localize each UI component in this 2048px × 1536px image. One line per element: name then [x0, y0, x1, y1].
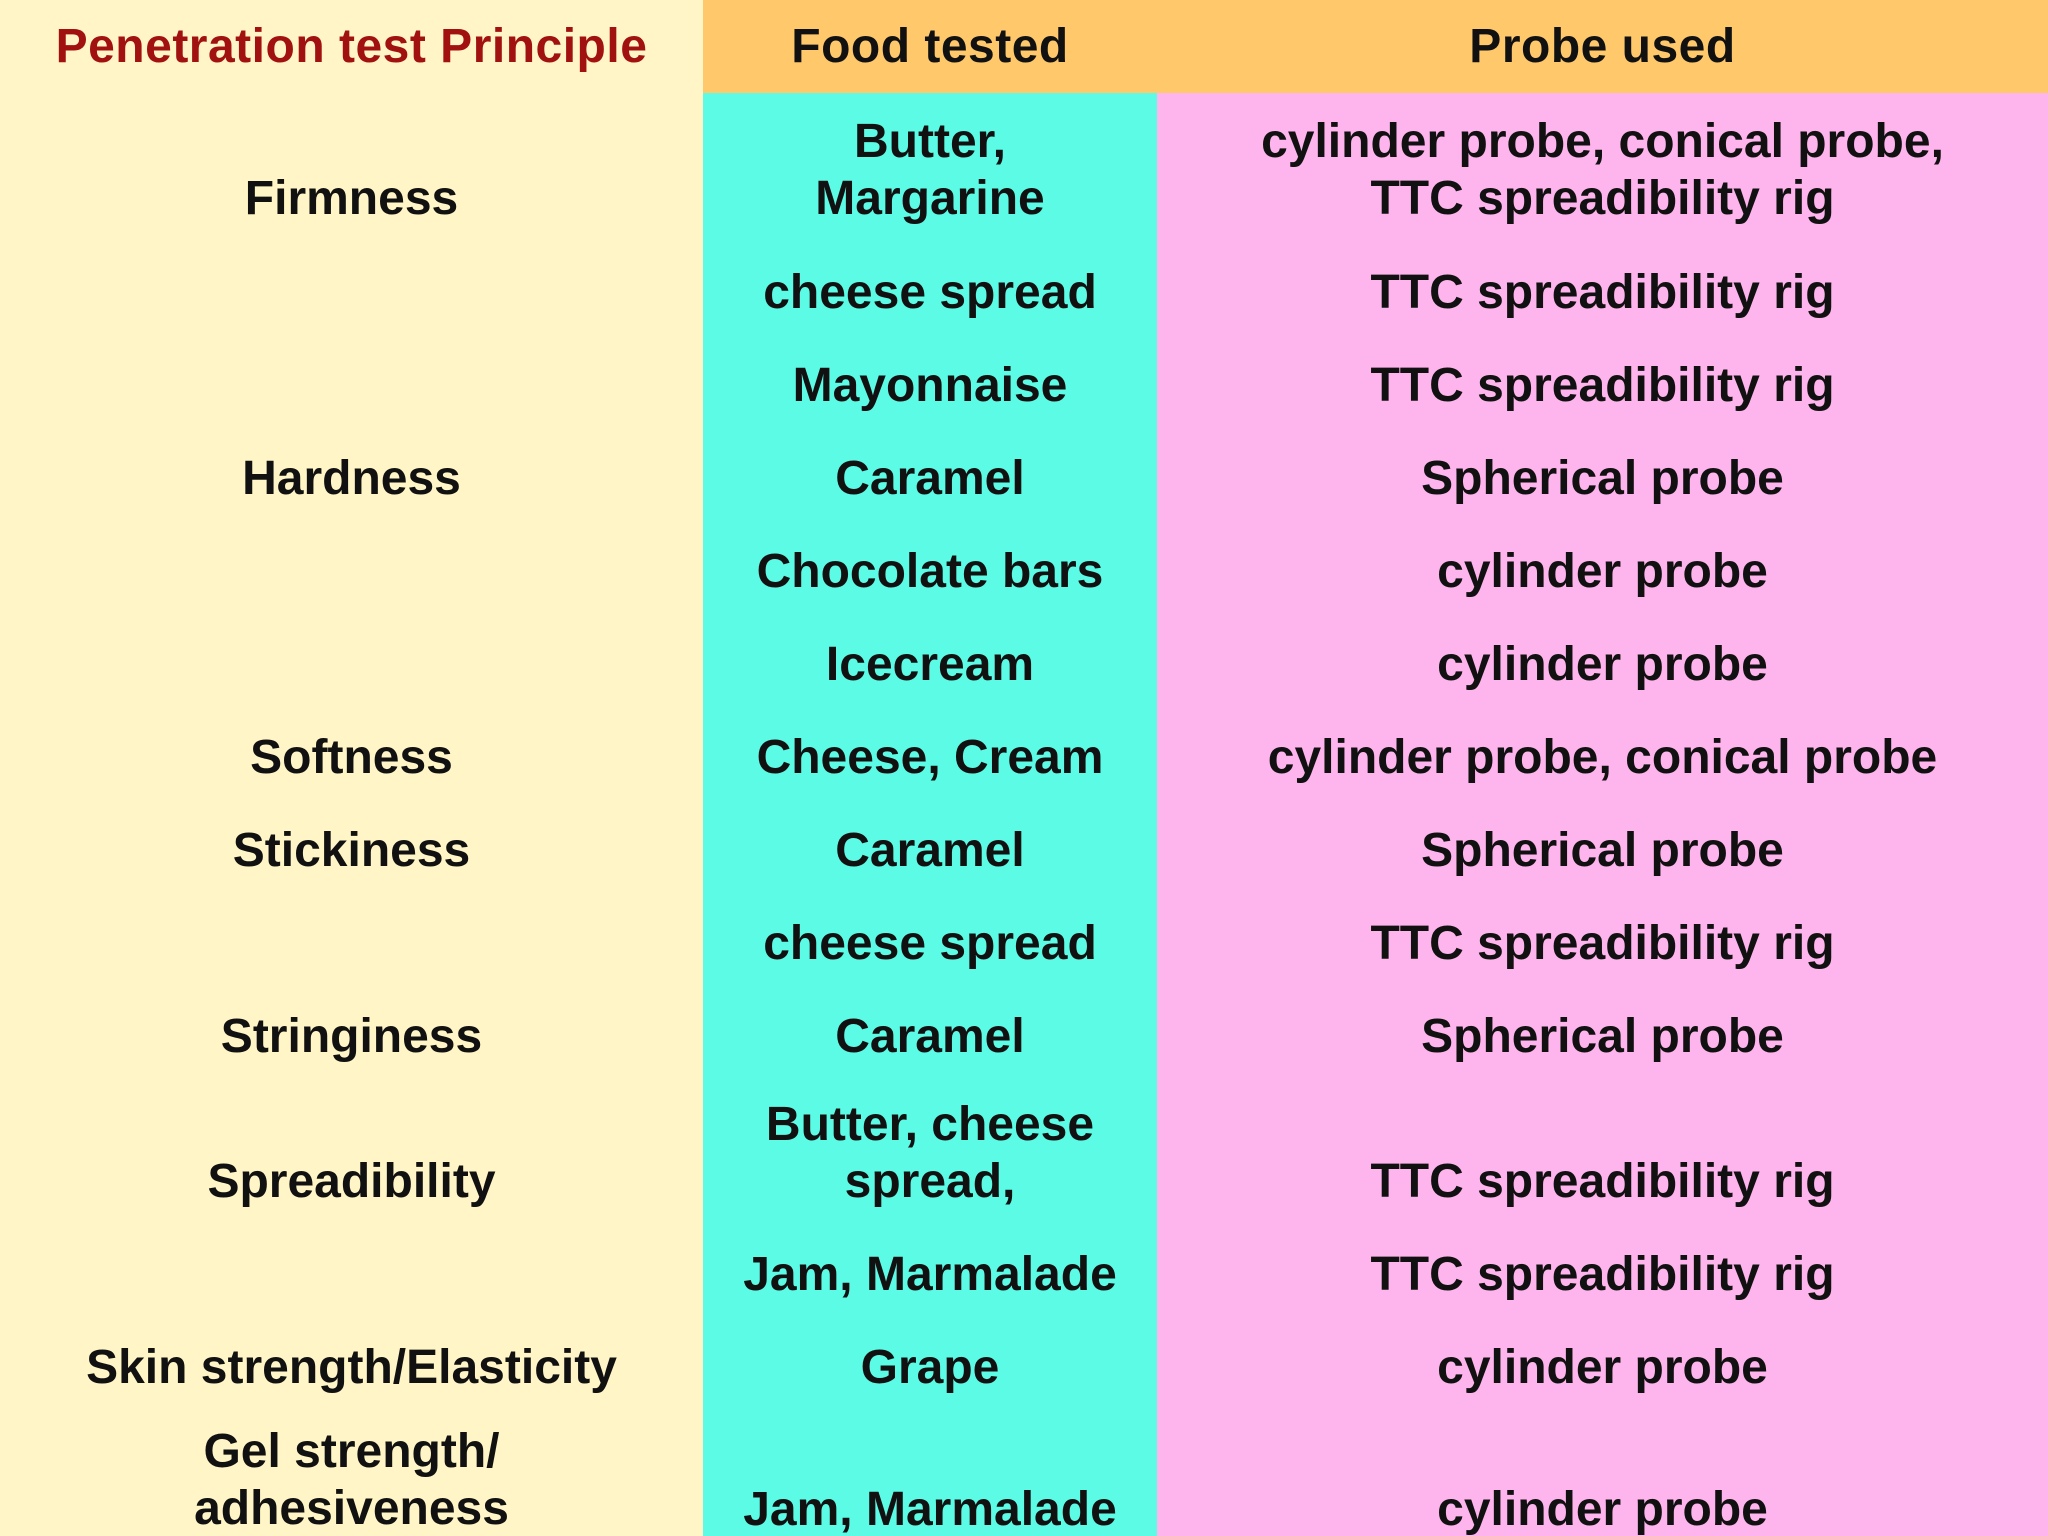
principle-cell: [0, 1244, 703, 1304]
probe-cell: TTC spreadibility rig: [1370, 1154, 1835, 1208]
probe-cell: TTC spreadibility rig: [1370, 1247, 1835, 1301]
principle-cell: Firmness: [244, 171, 459, 225]
food-cell: Cheese, Cream: [756, 730, 1104, 784]
food-cell: Mayonnaise: [792, 358, 1068, 412]
principle-cell: Gel strength/ adhesiveness: [194, 1425, 509, 1535]
probe-cell: cylinder probe: [1437, 637, 1768, 691]
principle-cell: Stickiness: [232, 823, 471, 877]
food-cell: Butter, Margarine: [815, 115, 1045, 225]
food-cell: Grape: [860, 1340, 1000, 1394]
principle-cell: Spreadibility: [207, 1154, 496, 1208]
probe-cell: TTC spreadibility rig: [1370, 265, 1835, 319]
food-column-bg: [703, 0, 1157, 1536]
food-cell: Jam, Marmalade: [743, 1482, 1117, 1536]
food-cell: Caramel: [835, 1009, 1025, 1063]
principle-cell: Softness: [250, 730, 453, 784]
principle-cell: [0, 913, 703, 973]
principle-cell: [0, 541, 703, 601]
probe-cell: Spherical probe: [1421, 823, 1784, 877]
probe-column-bg: [1157, 0, 2048, 1536]
principle-cell: [0, 355, 703, 415]
principle-cell: [0, 634, 703, 694]
probe-cell: cylinder probe, conical probe, TTC sprea…: [1261, 115, 1944, 225]
probe-cell: Spherical probe: [1421, 451, 1784, 505]
food-cell: Chocolate bars: [756, 544, 1104, 598]
food-cell: cheese spread: [763, 916, 1097, 970]
probe-cell: TTC spreadibility rig: [1370, 916, 1835, 970]
principle-cell: [0, 262, 703, 322]
principle-cell: Stringiness: [220, 1009, 483, 1063]
food-cell: Butter, cheese spread,: [765, 1098, 1095, 1208]
header-principle: Penetration test Principle: [55, 20, 648, 73]
principle-cell: Skin strength/Elasticity: [86, 1340, 617, 1394]
header-food: Food tested: [703, 0, 1157, 93]
probe-cell: cylinder probe: [1437, 1482, 1768, 1536]
principle-cell: Hardness: [242, 451, 461, 505]
probe-cell: cylinder probe, conical probe: [1267, 730, 1938, 784]
principle-column-bg: [0, 0, 703, 1536]
food-cell: cheese spread: [763, 265, 1097, 319]
header-probe: Probe used: [1157, 0, 2048, 93]
food-cell: Jam, Marmalade: [743, 1247, 1117, 1301]
probe-cell: cylinder probe: [1437, 544, 1768, 598]
food-cell: Caramel: [835, 823, 1025, 877]
probe-cell: Spherical probe: [1421, 1009, 1784, 1063]
probe-cell: TTC spreadibility rig: [1370, 358, 1835, 412]
probe-cell: cylinder probe: [1437, 1340, 1768, 1394]
food-cell: Icecream: [825, 637, 1035, 691]
food-cell: Caramel: [835, 451, 1025, 505]
